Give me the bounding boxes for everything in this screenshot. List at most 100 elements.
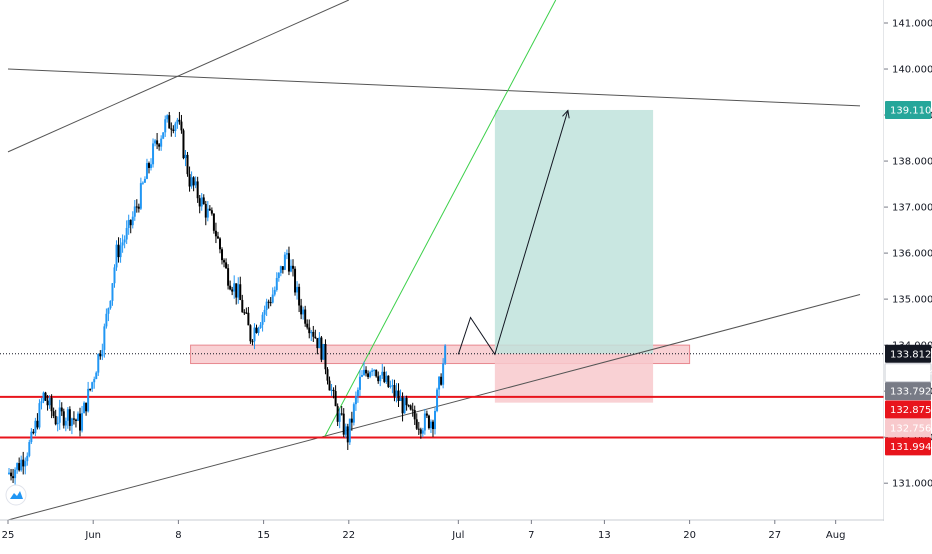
price-badge-label-countdown: 03:21:34 xyxy=(890,368,932,379)
candle-body xyxy=(344,426,347,435)
candle-body xyxy=(10,472,13,477)
candle-body xyxy=(411,409,414,411)
candle-body xyxy=(91,382,94,389)
y-tick-label: 136.000 xyxy=(892,249,932,260)
candle-body xyxy=(409,405,412,410)
candle-body xyxy=(225,262,228,269)
candle-body xyxy=(117,244,120,258)
candle-body xyxy=(216,236,219,239)
candle-body xyxy=(440,376,443,385)
candle-body xyxy=(369,371,372,377)
candle-body xyxy=(395,390,398,397)
candle-body xyxy=(251,341,254,343)
candle-body xyxy=(123,239,126,243)
candle-body xyxy=(119,245,122,258)
candle-body xyxy=(68,409,71,426)
candle-body xyxy=(429,421,432,429)
candle-body xyxy=(296,286,299,293)
price-badge-label-level-c: 132.756 xyxy=(890,423,931,434)
candle-body xyxy=(306,323,309,328)
price-scale-background xyxy=(884,0,932,550)
candle-body xyxy=(259,324,262,328)
candle-body xyxy=(235,283,238,298)
candle-body xyxy=(427,415,430,429)
candle-body xyxy=(218,238,221,250)
candle-body xyxy=(247,312,250,326)
candle-body xyxy=(326,369,329,381)
candle-body xyxy=(81,413,84,431)
candle-body xyxy=(212,213,215,231)
candle-body xyxy=(156,140,159,145)
candle-body xyxy=(24,461,27,467)
price-scale[interactable]: 131.000132.000133.000134.000135.000136.0… xyxy=(884,0,932,550)
candle-body xyxy=(8,472,11,474)
candle-body xyxy=(176,119,179,124)
price-badge-current xyxy=(885,344,931,363)
candle-body xyxy=(279,266,282,273)
candle-body xyxy=(312,331,315,337)
candle-body xyxy=(105,313,108,327)
candle-body xyxy=(338,413,341,422)
tradingview-logo-icon[interactable] xyxy=(5,484,27,506)
candle-body xyxy=(405,398,408,406)
candle-body xyxy=(229,285,232,290)
price-badge-label-level-d: 131.994 xyxy=(890,442,931,453)
candle-body xyxy=(287,253,290,272)
y-tick-label: 137.000 xyxy=(892,203,932,214)
candle-body xyxy=(28,442,31,456)
candle-body xyxy=(241,299,244,313)
candle-body xyxy=(265,301,268,310)
x-tick-label: Jun xyxy=(84,530,101,541)
candle-body xyxy=(350,418,353,423)
candle-body xyxy=(40,401,43,404)
candle-body xyxy=(30,431,33,443)
candle-body xyxy=(38,403,41,428)
x-tick-label: 15 xyxy=(257,530,270,541)
candle-body xyxy=(365,369,368,374)
price-badges: 139.110 133.812 03:21:34 133.792 132.875 132.… xyxy=(884,100,932,456)
candle-body xyxy=(285,253,288,255)
candle-body xyxy=(381,371,384,376)
candle-body xyxy=(166,115,169,120)
candle-body xyxy=(87,388,90,412)
candle-body xyxy=(64,420,67,426)
candle-body xyxy=(178,119,181,122)
candle-body xyxy=(292,265,295,269)
candle-body xyxy=(267,301,270,303)
x-tick-label: 13 xyxy=(598,530,611,541)
candle-body xyxy=(56,422,59,425)
time-scale[interactable]: 25 Jun 8 15 22 Jul 7 13 20 27 Aug xyxy=(0,520,884,550)
x-tick-label: 8 xyxy=(175,530,181,541)
candle-body xyxy=(318,337,321,349)
candle-body xyxy=(237,284,240,298)
candle-body xyxy=(300,305,303,315)
candles-layer xyxy=(8,111,447,485)
x-tick-label: 20 xyxy=(683,530,696,541)
x-tick-label: 7 xyxy=(528,530,534,541)
candle-body xyxy=(62,411,65,426)
candle-body xyxy=(184,154,187,159)
y-tick-label: 138.000 xyxy=(892,157,932,168)
candle-body xyxy=(419,429,422,434)
candle-body xyxy=(387,375,390,387)
candle-body xyxy=(208,208,211,211)
candle-body xyxy=(425,413,428,416)
candle-body xyxy=(135,206,138,208)
candle-body xyxy=(436,389,439,411)
candle-body xyxy=(16,463,19,470)
candle-body xyxy=(340,413,343,415)
candle-body xyxy=(26,455,29,462)
x-tick-label: Jul xyxy=(451,530,464,541)
candle-body xyxy=(358,376,361,390)
candle-body xyxy=(60,407,63,412)
candle-body xyxy=(383,371,386,382)
candle-body xyxy=(442,363,445,385)
candle-body xyxy=(85,402,88,412)
candle-body xyxy=(204,204,207,218)
candle-body xyxy=(227,268,230,286)
candle-body xyxy=(150,164,153,168)
candle-body xyxy=(79,413,82,431)
price-badge-countdown xyxy=(884,363,932,383)
